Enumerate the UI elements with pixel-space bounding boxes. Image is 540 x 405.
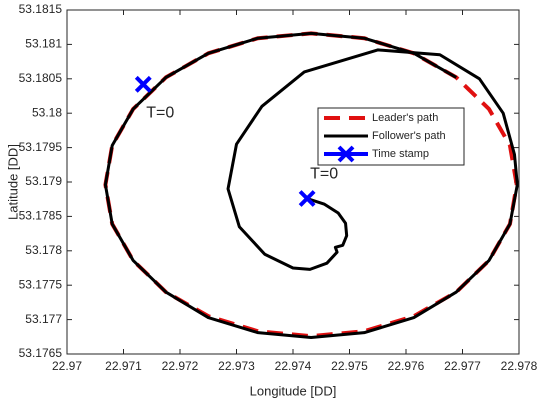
time-stamp-marker: [298, 190, 316, 207]
marker-stroke: [298, 190, 316, 207]
y-tick-label: 53.1795: [19, 140, 63, 154]
x-tick-label: 22.977: [444, 359, 481, 373]
legend-label: Leader's path: [372, 112, 438, 124]
x-tick-label: 22.972: [162, 359, 199, 373]
axes-box: [66, 9, 520, 355]
y-tick-label: 53.181: [25, 37, 62, 51]
x-tick-label: 22.973: [218, 359, 255, 373]
y-tick-label: 53.1775: [19, 277, 63, 291]
x-tick-label: 22.976: [388, 359, 425, 373]
legend-marker: [337, 145, 355, 163]
y-tick-label: 53.177: [25, 312, 62, 326]
time-stamp-marker: [134, 75, 152, 93]
y-tick-label: 53.18: [32, 105, 62, 119]
y-tick-label: 53.1785: [19, 209, 63, 223]
legend-label: Time stamp: [372, 148, 429, 160]
y-tick-label: 53.178: [25, 243, 62, 257]
plot-area: [67, 10, 519, 354]
x-tick-label: 22.978: [501, 359, 538, 373]
legend-label: Follower's path: [372, 130, 446, 142]
x-tick-label: 22.974: [275, 359, 312, 373]
annotation: T=0: [310, 166, 338, 183]
marker-stroke: [134, 75, 152, 93]
y-tick-label: 53.1805: [19, 71, 63, 85]
x-tick-label: 22.97: [52, 359, 82, 373]
y-tick-label: 53.1815: [19, 2, 63, 16]
y-axis-label: Latitude [DD]: [5, 144, 20, 220]
y-tick-label: 53.179: [25, 174, 62, 188]
y-tick-label: 53.1765: [19, 346, 63, 360]
x-tick-label: 22.975: [331, 359, 368, 373]
x-tick-label: 22.971: [105, 359, 142, 373]
legend: Leader's path Follower's path Time stamp: [317, 107, 465, 166]
annotation: T=0: [146, 105, 174, 122]
x-axis-label: Longitude [DD]: [250, 383, 337, 398]
series-line: [103, 31, 519, 339]
